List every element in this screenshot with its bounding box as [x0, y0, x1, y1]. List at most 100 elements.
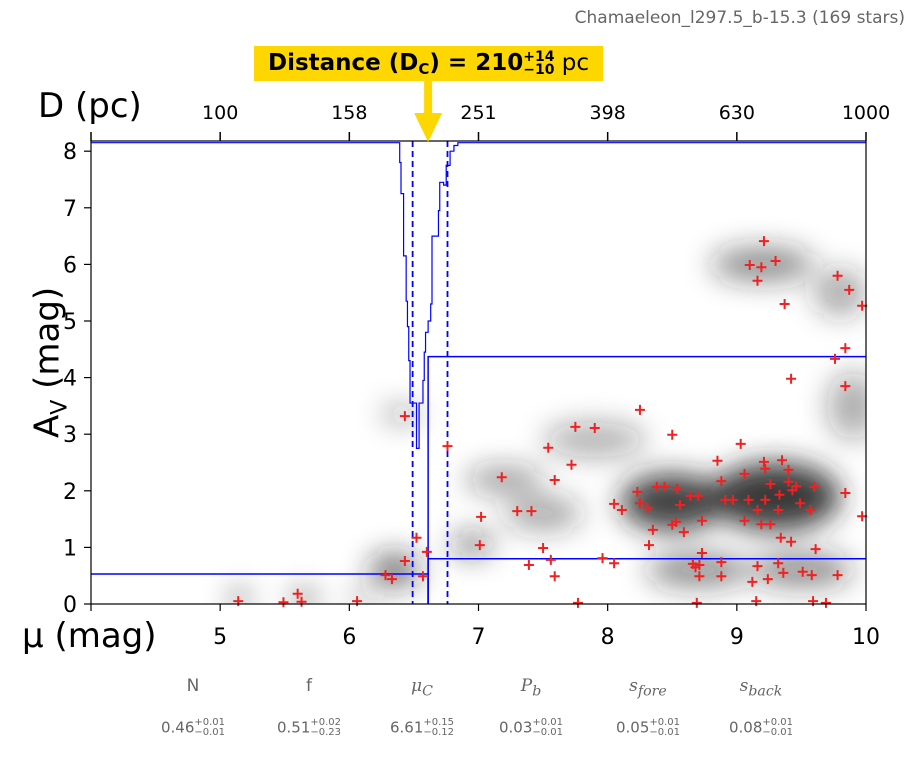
model-lines: [91, 141, 866, 604]
param-errors: +0.01 −0.01: [532, 718, 563, 738]
star-marker: [417, 571, 428, 582]
star-marker: [765, 519, 776, 530]
param-errors: +0.15 −0.12: [423, 718, 454, 738]
star-marker: [538, 542, 549, 553]
x-tick-label: 8: [601, 625, 615, 650]
param-subscript: fore: [637, 683, 667, 700]
star-marker: [765, 479, 776, 490]
param-symbol: s: [739, 676, 749, 696]
param-errors: +0.01 −0.01: [762, 718, 793, 738]
parameter-table: N 0.46+0.01 −0.01 f 0.51+0.02 −0.23 μC 6.61+0.1…: [0, 676, 915, 756]
star-marker: [659, 481, 670, 492]
star-marker: [791, 481, 802, 492]
star-marker: [399, 555, 410, 566]
y-tick-label: 8: [63, 140, 77, 165]
param-value: 0.05+0.01 −0.01: [593, 718, 703, 738]
param-name: sback: [706, 676, 816, 706]
star-marker: [770, 255, 781, 266]
param-median: 0.08: [728, 718, 763, 737]
banner-errors: +14 −10: [523, 48, 555, 77]
param-median: 0.05: [615, 718, 650, 737]
star-marker: [762, 574, 773, 585]
density-blob: [827, 371, 866, 440]
star-marker: [744, 259, 755, 270]
star-marker: [832, 570, 843, 581]
density-blob: [749, 553, 854, 588]
star-marker: [727, 494, 738, 505]
star-marker: [832, 270, 843, 281]
banner-plus: +14: [523, 48, 555, 65]
star-marker: [512, 506, 523, 517]
top-tick-label: 158: [331, 102, 367, 124]
param-errors: +0.01 −0.01: [649, 718, 680, 738]
param-3: Pb 0.03+0.01 −0.01: [476, 676, 586, 738]
star-marker: [840, 381, 851, 392]
star-marker: [296, 596, 307, 607]
star-marker: [712, 455, 723, 466]
param-plus: +0.01: [649, 717, 681, 728]
star-marker: [756, 519, 767, 530]
star-marker: [773, 505, 784, 516]
y-tick-label: 6: [63, 253, 77, 278]
star-marker: [808, 596, 819, 607]
star-marker: [566, 459, 577, 470]
star-marker: [597, 553, 608, 564]
param-subscript: C: [422, 683, 433, 700]
star-marker: [634, 404, 645, 415]
param-symbol: P: [520, 676, 533, 696]
star-marker: [739, 468, 750, 479]
density-blob: [465, 468, 544, 491]
star-marker: [647, 524, 658, 535]
star-marker: [526, 506, 537, 517]
star-marker: [609, 498, 620, 509]
param-5: sback 0.08+0.01 −0.01: [706, 676, 816, 738]
star-marker: [380, 570, 391, 581]
star-marker: [716, 571, 727, 582]
param-subscript: b: [532, 683, 542, 700]
star-marker: [758, 456, 769, 467]
param-name: Pb: [476, 676, 586, 706]
density-blob: [814, 270, 866, 316]
banner-unit: pc: [554, 50, 589, 76]
star-markers: [233, 236, 868, 608]
density-blob: [452, 533, 492, 556]
param-symbol: N: [186, 676, 200, 696]
top-tick-label: 1000: [842, 102, 890, 124]
star-marker: [549, 571, 560, 582]
param-minus: −0.01: [649, 727, 681, 738]
star-marker: [752, 275, 763, 286]
star-marker: [820, 597, 831, 608]
star-marker: [840, 488, 851, 499]
star-marker: [806, 570, 817, 581]
star-marker: [779, 299, 790, 310]
param-name: f: [254, 676, 364, 706]
star-marker: [739, 515, 750, 526]
star-marker: [399, 411, 410, 422]
star-marker: [752, 505, 763, 516]
star-marker: [840, 343, 851, 354]
param-minus: −0.01: [532, 727, 564, 738]
star-marker: [786, 373, 797, 384]
banner-sub: C: [418, 60, 430, 78]
param-symbol: s: [629, 676, 638, 696]
param-errors: +0.01 −0.01: [194, 718, 225, 738]
star-marker: [809, 481, 820, 492]
x-tick-label: 6: [342, 625, 356, 650]
star-marker: [716, 557, 727, 568]
distance-banner: Distance (DC) = 210+14 −10 pc: [254, 46, 603, 81]
star-marker: [735, 438, 746, 449]
param-value: 0.51+0.02 −0.23: [254, 718, 364, 738]
star-marker: [777, 455, 788, 466]
star-marker: [756, 262, 767, 273]
param-2: μC 6.61+0.15 −0.12: [367, 676, 477, 738]
star-marker: [675, 499, 685, 510]
star-marker: [476, 511, 487, 522]
star-marker: [786, 536, 797, 547]
star-marker: [386, 574, 397, 585]
star-marker: [609, 558, 620, 569]
y-tick-label: 2: [63, 480, 77, 505]
param-value: 0.08+0.01 −0.01: [706, 718, 816, 738]
density-blob: [620, 473, 724, 531]
star-marker: [758, 236, 769, 247]
background-extinction-line: [427, 355, 866, 604]
